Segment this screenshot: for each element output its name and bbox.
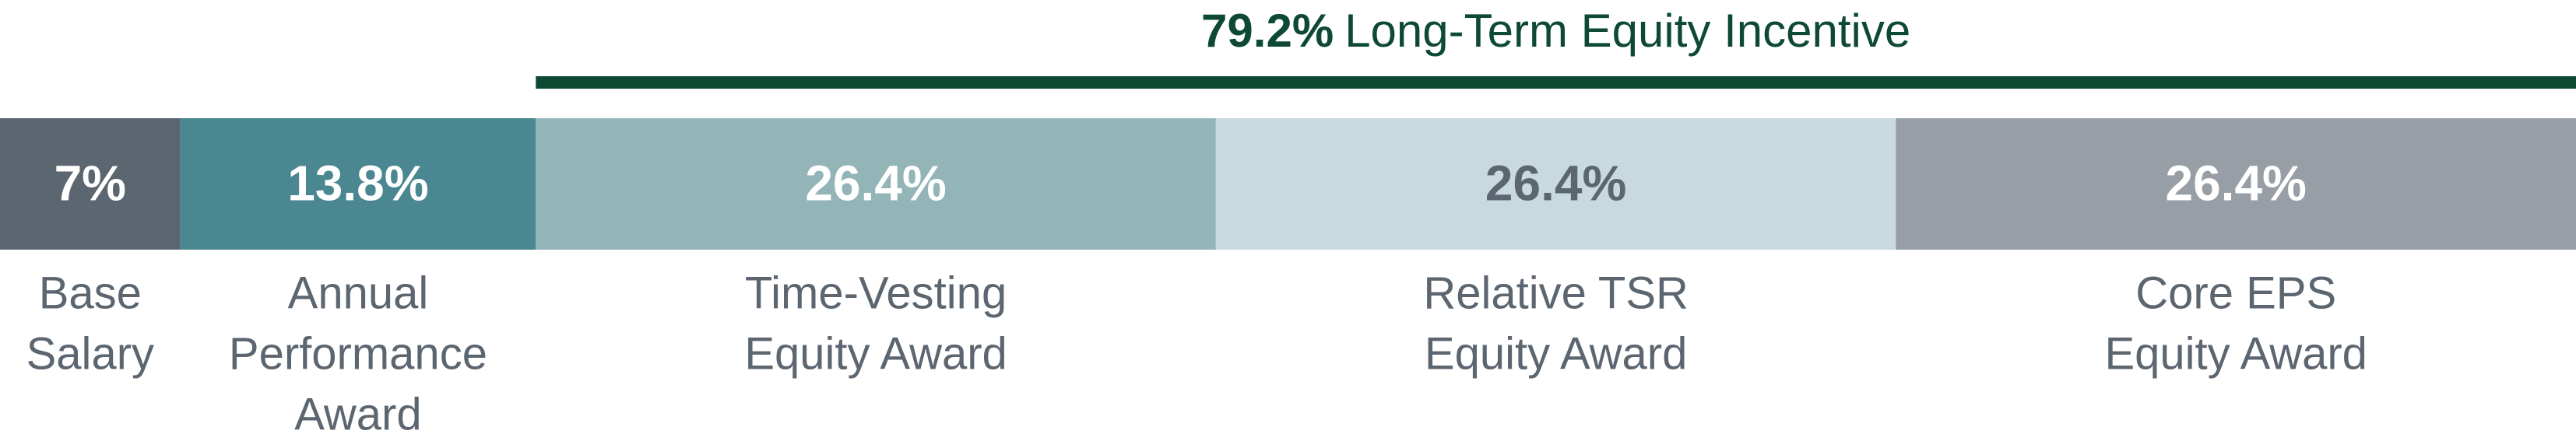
value-label: 26.4% (2165, 155, 2306, 211)
value-label: 26.4% (805, 155, 946, 211)
category-label: Performance (229, 328, 487, 379)
bar-segment (0, 118, 181, 250)
category-label: Annual (288, 268, 429, 318)
bar-segment (1896, 118, 2576, 250)
category-label: Equity Award (2104, 328, 2367, 379)
bar-segment (536, 118, 1216, 250)
category-label: Equity Award (744, 328, 1007, 379)
category-label: Salary (26, 328, 154, 379)
category-label: Award (294, 389, 421, 439)
annotation-value: 79.2% (1201, 5, 1334, 57)
category-label: Base (39, 268, 142, 318)
annotation: 79.2% Long-Term Equity Incentive (1201, 5, 1910, 57)
category-label: Equity Award (1425, 328, 1687, 379)
value-label: 13.8% (287, 155, 428, 211)
annotation-bracket (536, 76, 2576, 89)
category-label: Core EPS (2135, 268, 2336, 318)
value-label: 7% (54, 155, 127, 211)
bar-segment (1215, 118, 1896, 250)
bar-segment (180, 118, 536, 250)
value-label: 26.4% (1485, 155, 1626, 211)
category-label: Time-Vesting (745, 268, 1007, 318)
annotation-text: Long-Term Equity Incentive (1344, 5, 1910, 57)
category-label: Relative TSR (1423, 268, 1689, 318)
